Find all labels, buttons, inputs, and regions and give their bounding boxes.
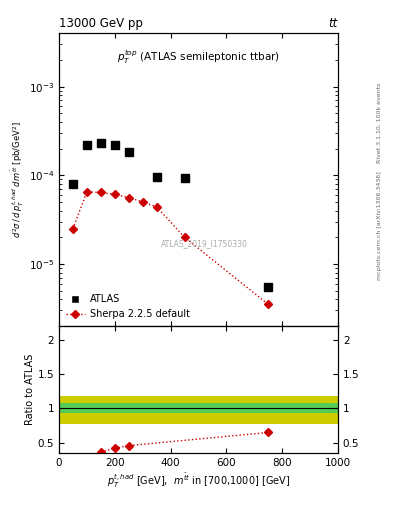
Y-axis label: Ratio to ATLAS: Ratio to ATLAS: [25, 354, 35, 425]
Sherpa 2.2.5 default: [84, 189, 89, 195]
Sherpa 2.2.5 default: [112, 191, 117, 198]
Sherpa 2.2.5 default: [98, 189, 103, 196]
Sherpa 2.2.5 default: [154, 204, 159, 210]
Text: 13000 GeV pp: 13000 GeV pp: [59, 17, 143, 30]
Bar: [59, 403, 338, 413]
Text: Rivet 3.1.10, 100k events: Rivet 3.1.10, 100k events: [377, 83, 382, 163]
ATLAS: [266, 284, 271, 290]
ATLAS: [71, 181, 75, 187]
ATLAS: [127, 148, 131, 155]
ATLAS: [98, 140, 103, 146]
ATLAS: [182, 175, 187, 181]
ATLAS: [84, 142, 89, 148]
Sherpa 2.2.5 default: [71, 226, 75, 232]
Line: Sherpa 2.2.5 default: Sherpa 2.2.5 default: [70, 189, 271, 307]
Legend: ATLAS, Sherpa 2.2.5 default: ATLAS, Sherpa 2.2.5 default: [64, 292, 192, 321]
Text: tt: tt: [329, 17, 338, 30]
Sherpa 2.2.5 default: [140, 199, 145, 205]
Sherpa 2.2.5 default: [127, 195, 131, 201]
Line: ATLAS: ATLAS: [69, 139, 272, 291]
Text: mcplots.cern.ch [arXiv:1306.3436]: mcplots.cern.ch [arXiv:1306.3436]: [377, 171, 382, 280]
Sherpa 2.2.5 default: [266, 301, 271, 307]
X-axis label: $p_T^{t,had}$ [GeV],  $m^{\bar{t}t}$ in [700,1000] [GeV]: $p_T^{t,had}$ [GeV], $m^{\bar{t}t}$ in […: [107, 472, 290, 490]
Text: ATLAS_2019_I1750330: ATLAS_2019_I1750330: [161, 240, 248, 248]
ATLAS: [154, 174, 159, 180]
Sherpa 2.2.5 default: [182, 234, 187, 240]
Y-axis label: $d^2\sigma\,/\,d\,p_T^{t,had}\,d\,m^{\bar{t}t}$ [pb/GeV$^2$]: $d^2\sigma\,/\,d\,p_T^{t,had}\,d\,m^{\ba…: [9, 121, 26, 238]
Text: $p_T^{top}$ (ATLAS semileptonic ttbar): $p_T^{top}$ (ATLAS semileptonic ttbar): [117, 48, 280, 66]
ATLAS: [112, 142, 117, 148]
Bar: [59, 396, 338, 423]
